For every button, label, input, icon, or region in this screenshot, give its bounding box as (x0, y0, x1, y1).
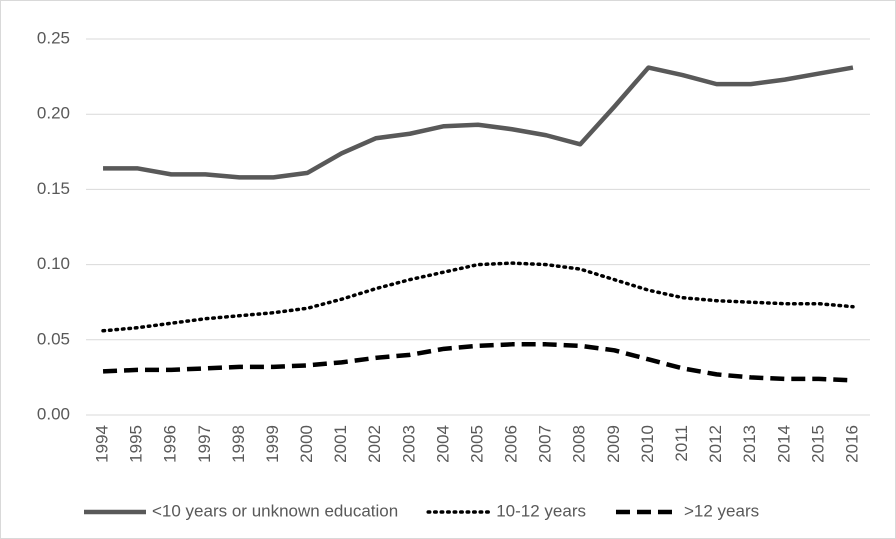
x-tick-label: 2012 (706, 425, 725, 463)
legend-label: >12 years (684, 501, 759, 520)
x-tick-label: 2014 (774, 425, 793, 463)
x-tick-label: 1999 (263, 425, 282, 463)
series-line (101, 261, 855, 333)
legend-label: <10 years or unknown education (152, 501, 398, 520)
x-tick-label: 2002 (365, 425, 384, 463)
x-tick-label: 2003 (399, 425, 418, 463)
y-tick-label: 0.25 (37, 28, 70, 47)
x-tick-label: 2016 (842, 425, 861, 463)
series-line (103, 65, 854, 180)
x-tick-label: 2010 (638, 425, 657, 463)
x-tick-label: 2007 (536, 425, 555, 463)
y-tick-label: 0.00 (37, 404, 70, 423)
x-tick-label: 2015 (808, 425, 827, 463)
x-tick-label: 2009 (604, 425, 623, 463)
x-tick-label: 2008 (570, 425, 589, 463)
x-tick-label: 2000 (297, 425, 316, 463)
y-tick-label: 0.05 (37, 329, 70, 348)
x-tick-label: 1998 (229, 425, 248, 463)
y-tick-label: 0.20 (37, 104, 70, 123)
x-tick-label: 2004 (433, 425, 452, 463)
x-tick-label: 2001 (331, 425, 350, 463)
x-tick-label: 1997 (195, 425, 214, 463)
x-tick-label: 2011 (672, 425, 691, 462)
x-tick-label: 2006 (502, 425, 521, 463)
x-tick-label: 1995 (127, 425, 146, 463)
x-tick-label: 2013 (740, 425, 759, 463)
legend-label: 10-12 years (496, 501, 586, 520)
x-tick-label: 1996 (161, 425, 180, 463)
x-tick-label: 2005 (467, 425, 486, 463)
y-tick-label: 0.10 (37, 254, 70, 273)
y-tick-label: 0.15 (37, 179, 70, 198)
x-tick-label: 1994 (93, 425, 112, 463)
